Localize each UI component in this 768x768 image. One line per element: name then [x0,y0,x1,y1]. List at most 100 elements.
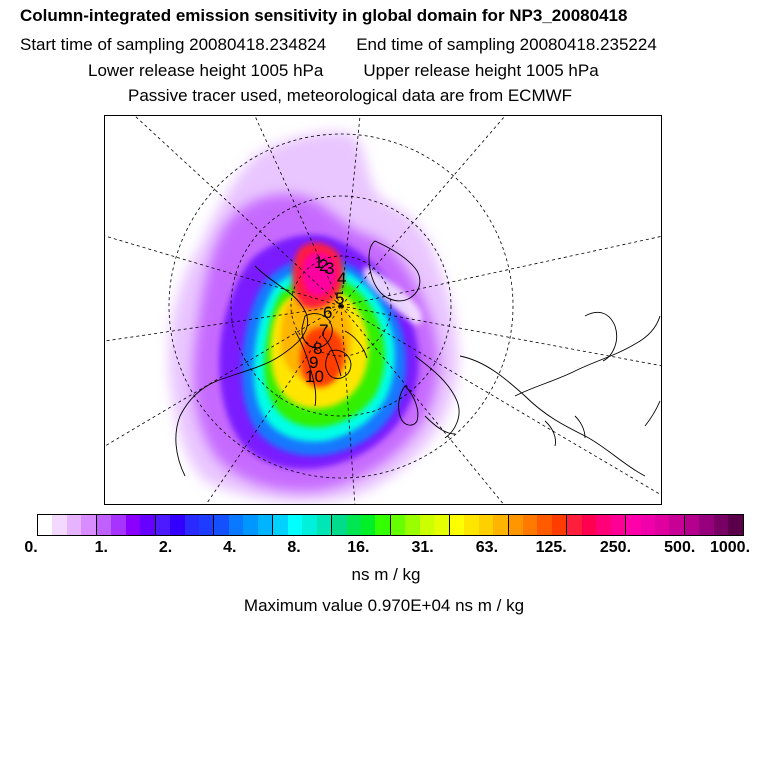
color-scale-segment [581,515,597,535]
point-label: 6 [323,303,332,322]
color-scale-segment [257,515,274,535]
color-scale-segment [669,515,685,535]
tick-label: 2. [158,539,173,556]
color-scale-segment [316,515,333,535]
color-scale-segment [713,515,729,535]
coastline-north-america [175,265,309,477]
color-scale-segment [346,515,361,535]
coastline-archipelago [294,330,368,407]
coastlines [175,240,661,477]
color-scale-segment [243,515,258,535]
color-scale-segment [537,515,552,535]
color-scale-segment [228,515,244,535]
tick-label: 1000. [709,539,751,556]
point-label: 7 [319,321,328,340]
color-scale-segment [478,515,494,535]
color-scale-segment [170,515,185,535]
coastline-asia [459,315,661,477]
maximum-value-label: Maximum value 0.970E+04 ns m / kg [0,596,768,616]
color-scale-segment [684,515,700,535]
coastline-greenland [368,240,421,302]
release-heights: Lower release height 1005 hPa Upper relea… [88,61,599,81]
point-label: 4 [337,269,346,288]
point-labels: 1 2 3 4 5 6 7 8 9 10 [305,253,346,386]
color-scale-segment [96,515,112,535]
color-scale-segment [111,515,126,535]
color-scale-segment [184,515,199,535]
meridian [254,116,342,307]
color-scale-segment [390,515,406,535]
point-label: 8 [313,339,322,358]
color-scale-segment [551,515,568,535]
color-scale-segment [332,515,347,535]
meridian [205,305,342,504]
tick-label: 0. [24,539,38,556]
meridian [340,305,504,504]
point-label: 3 [325,259,334,278]
sensitivity-plume [168,132,459,502]
meridian [105,235,342,307]
color-scale-segment [640,515,656,535]
sampling-times: Start time of sampling 20080418.234824 En… [20,35,657,55]
tracer-info: Passive tracer used, meteorological data… [128,86,573,105]
coastline-europe [414,355,460,439]
meridian [105,305,342,342]
color-scale-segment [728,515,743,535]
plume-layer-white-streak [363,266,423,325]
color-scale-segment [52,515,67,535]
color-scale-segment [610,515,627,535]
end-time-label: End time of sampling 20080418.235224 [356,35,657,54]
lower-release-label: Lower release height 1005 hPa [88,61,324,80]
meridian [340,305,661,496]
unit-label: ns m / kg [0,565,768,585]
color-scale-bar [37,514,744,536]
latitude-circle-outer [168,133,514,479]
meridian [134,116,342,307]
tick-label: 500. [664,539,696,556]
color-scale-segment [464,515,479,535]
color-scale-segment [81,515,97,535]
color-scale-segment [419,515,435,535]
color-scale-segment [449,515,465,535]
color-scale-segment [125,515,141,535]
sensitivity-map: 1 2 3 4 5 6 7 8 9 10 [104,115,662,505]
color-scale-segment [655,515,670,535]
color-scale-segment [287,515,303,535]
meridian [340,236,661,307]
color-scale-segment [626,515,641,535]
color-scale-segment [66,515,82,535]
color-scale-segment [198,515,215,535]
point-label: 9 [309,353,318,372]
point-label: 2 [319,256,328,275]
plume-layer-pink-north [302,252,337,297]
latitude-circle-inner [290,255,392,357]
unit-text: ns m / kg [351,565,421,584]
tick-label: 4. [223,539,237,556]
tick-label: 63. [475,539,499,556]
upper-release-label: Upper release height 1005 hPa [363,61,599,80]
color-scale-segment [493,515,509,535]
map-canvas: 1 2 3 4 5 6 7 8 9 10 [105,116,661,504]
tick-label: 31. [411,539,434,556]
start-time-label: Start time of sampling 20080418.234824 [20,35,327,54]
tick-label: 1. [94,539,108,556]
meridian [105,305,342,447]
color-scale-ticks: 0. 1. 2. 4. 8. 16. 31. 63. 125. 250. 500. 1000. [0,539,768,559]
color-scale-segment [567,515,582,535]
coastline-scandinavia [398,385,419,426]
tick-label: 250. [599,539,632,556]
point-label: 1 [314,253,323,272]
color-scale-segment [596,515,611,535]
color-scale-segment [405,515,420,535]
color-scale-segment [508,515,523,535]
maximum-value-text: Maximum value 0.970E+04 ns m / kg [243,596,525,615]
latitude-circle-middle [230,195,452,417]
color-scale-segment [522,515,538,535]
color-scale-segment [214,515,229,535]
color-scale-segment [155,515,171,535]
color-scale-segment [360,515,376,535]
color-scale-segment [140,515,156,535]
tick-label: 8. [287,539,301,556]
coastline-arctic-islands [301,313,352,379]
color-scale-segment [273,515,288,535]
